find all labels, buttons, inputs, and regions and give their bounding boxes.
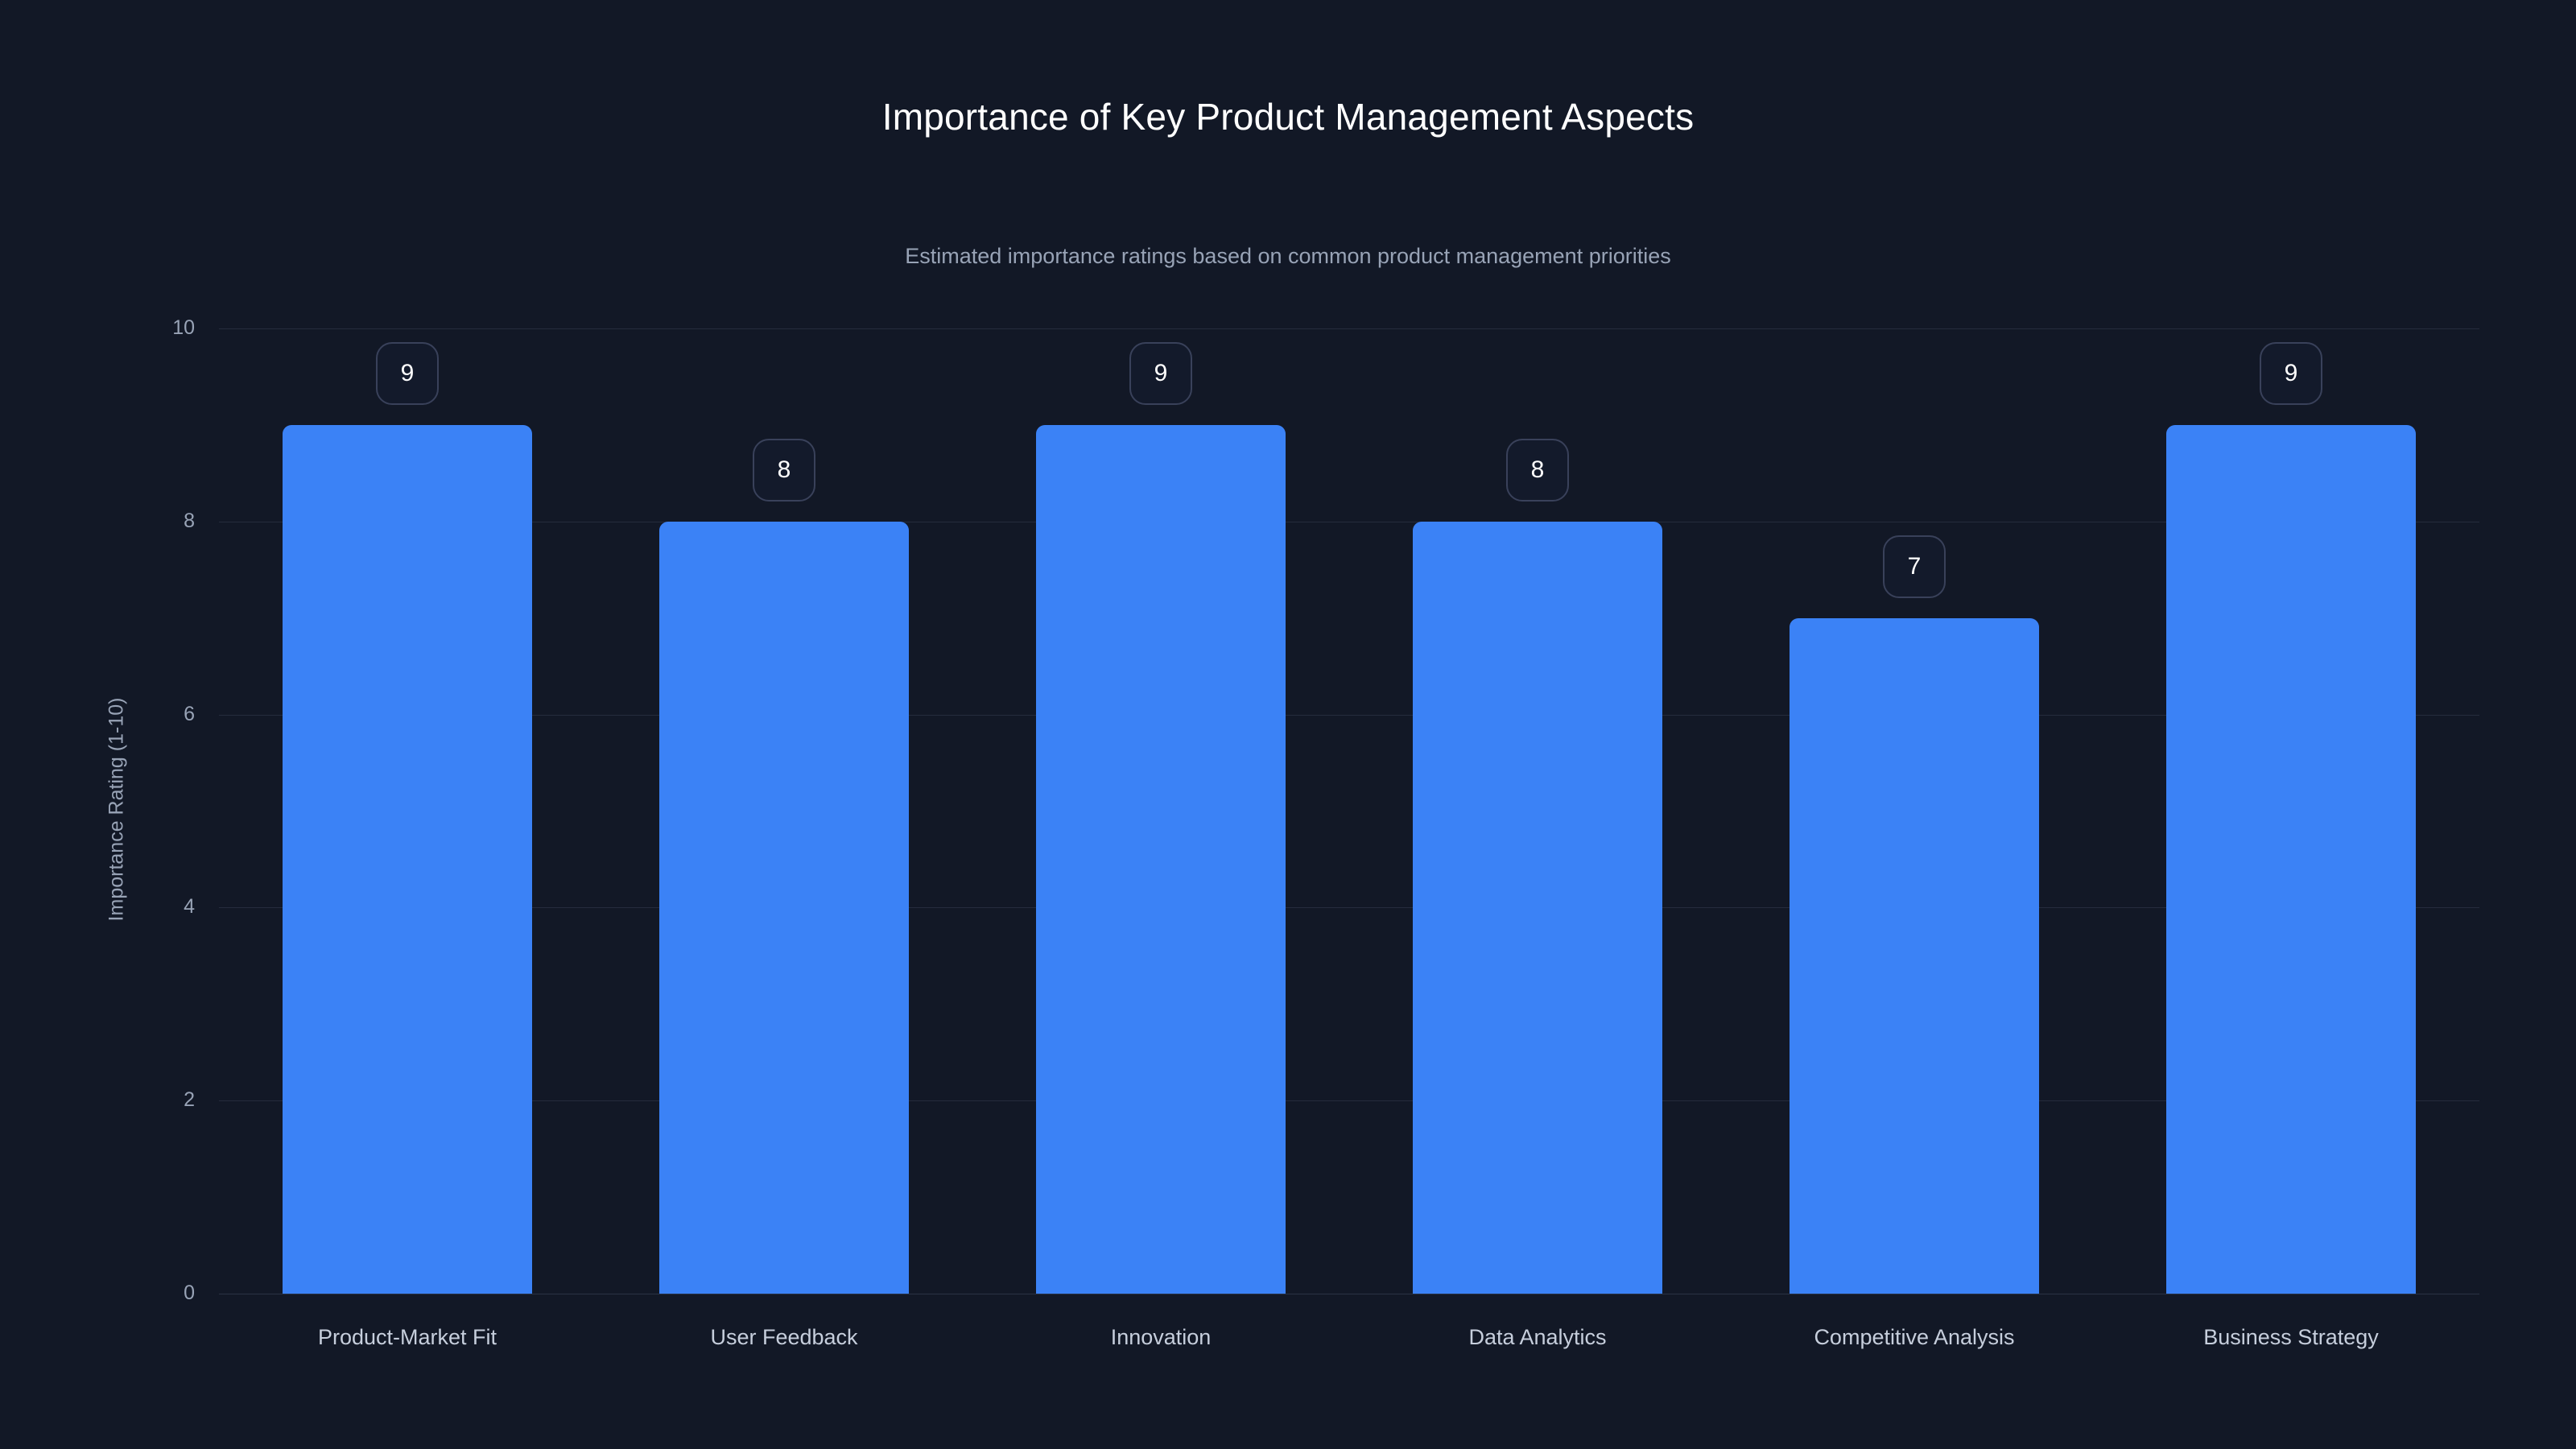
y-tick-label-6: 6 — [184, 702, 195, 725]
y-axis-title: Importance Rating (1-10) — [105, 697, 128, 921]
bar-0[interactable] — [283, 424, 532, 1294]
gridline-2 — [219, 1100, 2479, 1102]
x-tick-label-4: Competitive Analysis — [1814, 1325, 2015, 1349]
value-badge-1: 8 — [753, 438, 815, 502]
y-tick-label-0: 0 — [184, 1282, 195, 1304]
x-tick-label-1: User Feedback — [710, 1325, 858, 1349]
bar-2[interactable] — [1036, 424, 1286, 1294]
bar-4[interactable] — [1790, 617, 2039, 1294]
plot-area — [219, 328, 2479, 1294]
value-badge-2: 9 — [1129, 341, 1192, 405]
bar-3[interactable] — [1413, 521, 1662, 1294]
y-tick-label-10: 10 — [172, 316, 195, 339]
value-badge-0: 9 — [376, 341, 439, 405]
x-tick-label-0: Product-Market Fit — [317, 1325, 497, 1349]
y-tick-label-4: 4 — [184, 895, 195, 919]
bar-5[interactable] — [2166, 424, 2416, 1294]
chart-subtitle: Estimated importance ratings based on co… — [905, 244, 1671, 268]
value-badge-5: 9 — [2260, 341, 2322, 405]
x-tick-label-3: Data Analytics — [1468, 1325, 1607, 1349]
gridline-4 — [219, 907, 2479, 909]
y-tick-label-2: 2 — [184, 1088, 195, 1112]
x-tick-label-5: Business Strategy — [2203, 1325, 2379, 1349]
value-badge-4: 7 — [1883, 535, 1946, 598]
y-tick-label-8: 8 — [184, 509, 195, 532]
bar-1[interactable] — [659, 521, 909, 1294]
gridline-10 — [219, 328, 2479, 329]
chart-title: Importance of Key Product Management Asp… — [881, 96, 1695, 138]
value-badge-3: 8 — [1506, 438, 1569, 502]
x-tick-label-2: Innovation — [1110, 1325, 1212, 1349]
gridline-6 — [219, 714, 2479, 716]
